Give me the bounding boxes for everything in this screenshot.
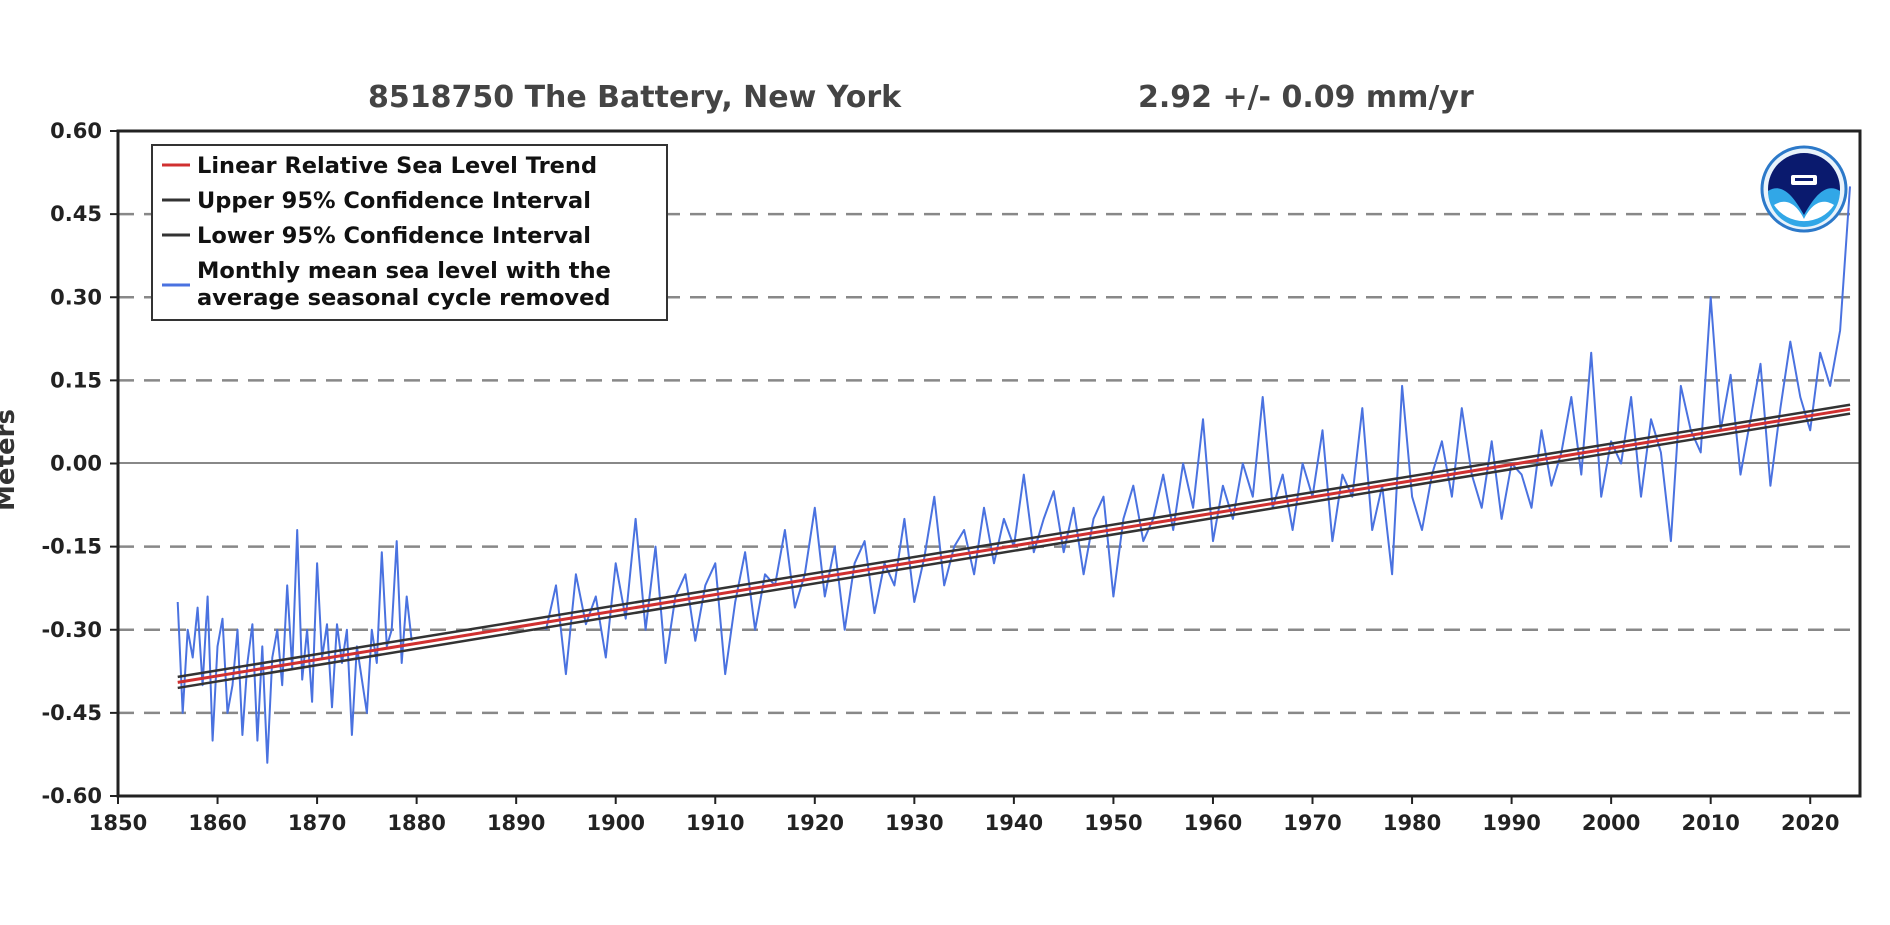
y-tick-label: 0.45 <box>50 202 102 226</box>
x-tick-label: 1860 <box>188 811 246 835</box>
x-tick-label: 1870 <box>288 811 346 835</box>
x-tick-label: 1970 <box>1283 811 1341 835</box>
x-tick-label: 1940 <box>985 811 1043 835</box>
legend-box <box>151 144 668 321</box>
x-tick-label: 2010 <box>1681 811 1739 835</box>
monthly-mean-series <box>545 186 1851 676</box>
series-layer <box>176 186 1851 764</box>
x-tick-label: 1850 <box>89 811 147 835</box>
legend-upper-ci-label: Upper 95% Confidence Interval <box>197 188 591 214</box>
y-tick-label: 0.60 <box>50 119 102 143</box>
x-tick-label: 1950 <box>1084 811 1142 835</box>
x-tick-label: 1900 <box>586 811 644 835</box>
y-axis-label: Meters <box>0 409 21 511</box>
y-tick-label: -0.15 <box>41 535 102 559</box>
x-tick-label: 1930 <box>885 811 943 835</box>
legend-trend-label: Linear Relative Sea Level Trend <box>197 153 597 179</box>
trend-rate: 2.92 +/- 0.09 mm/yr <box>1138 80 1474 115</box>
chart-title: 8518750 The Battery, New York <box>368 80 902 115</box>
legend: Linear Relative Sea Level Trend Upper 95%… <box>151 144 668 321</box>
x-axis-ticks: 1850 1860 1870 1880 1890 1900 1910 1920 1930 1940… <box>89 796 1839 835</box>
x-tick-label: 2020 <box>1781 811 1839 835</box>
monthly-mean-series <box>176 529 413 764</box>
x-tick-label: 1920 <box>786 811 844 835</box>
trend-line <box>177 407 1851 684</box>
x-tick-label: 2000 <box>1582 811 1640 835</box>
x-tick-label: 1960 <box>1184 811 1242 835</box>
y-axis-ticks: 0.60 0.45 0.30 0.15 0.00 -0.15 -0.30 -0.45 -0.60 <box>41 119 118 808</box>
upper-ci-line <box>177 403 1851 679</box>
x-tick-label: 1990 <box>1482 811 1540 835</box>
y-tick-label: -0.60 <box>41 784 102 808</box>
x-tick-label: 1890 <box>487 811 545 835</box>
legend-monthly-label: Monthly mean sea level with the average s… <box>197 258 611 311</box>
x-tick-label: 1910 <box>686 811 744 835</box>
legend-lower-ci-label: Lower 95% Confidence Interval <box>197 223 591 249</box>
y-tick-label: -0.30 <box>41 618 102 642</box>
x-tick-label: 1880 <box>387 811 445 835</box>
y-tick-label: -0.45 <box>41 701 102 725</box>
lower-ci-line <box>177 412 1851 690</box>
x-tick-label: 1980 <box>1383 811 1441 835</box>
y-tick-label: 0.00 <box>50 452 102 476</box>
noaa-logo <box>1760 145 1848 233</box>
y-tick-label: 0.15 <box>50 368 102 392</box>
y-tick-label: 0.30 <box>50 285 102 309</box>
